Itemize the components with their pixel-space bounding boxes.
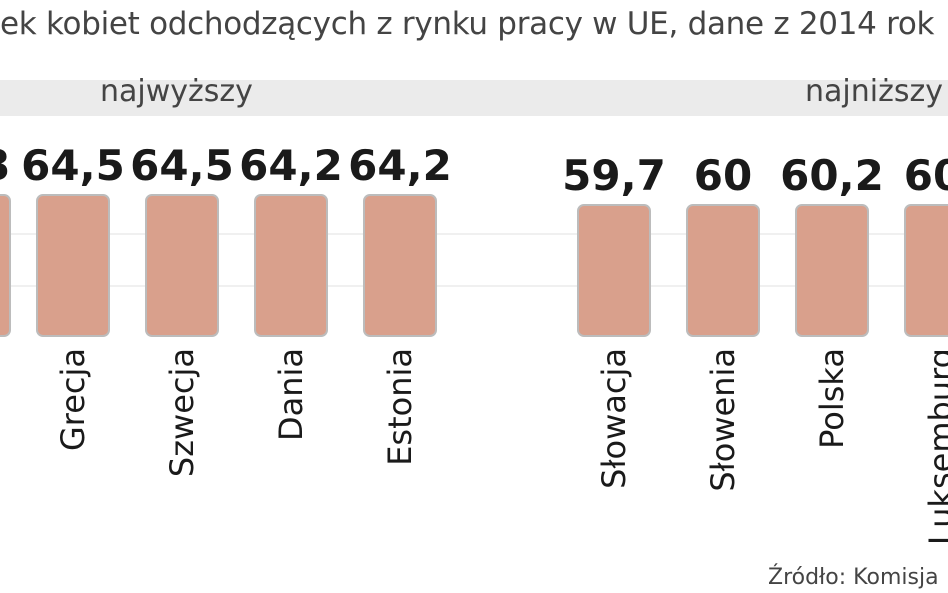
bar-słowenia — [686, 204, 760, 337]
source-note: Źródło: Komisja — [768, 565, 939, 590]
bar-estonia — [363, 194, 437, 337]
value-label-szwecja: 64,5 — [130, 141, 234, 190]
category-label-słowacja: Słowacja — [595, 348, 633, 489]
value-label-luksemburg: 60, — [904, 151, 948, 200]
category-label-dania: Dania — [272, 348, 310, 441]
bar-grecja — [36, 194, 110, 337]
value-label-słowenia: 60 — [694, 151, 752, 200]
category-label-szwecja: Szwecja — [163, 348, 201, 477]
value-label-partial-left: 3 — [0, 141, 11, 190]
group-label-highest: najwyższy — [100, 74, 253, 109]
category-label-polska: Polska — [813, 348, 851, 449]
category-label-luksemburg: Luksemburg — [922, 348, 948, 545]
value-label-dania: 64,2 — [239, 141, 343, 190]
bar-słowacja — [577, 204, 651, 337]
bar-szwecja — [145, 194, 219, 337]
bar-luksemburg — [904, 204, 948, 337]
category-label-grecja: Grecja — [54, 348, 92, 451]
value-label-słowacja: 59,7 — [562, 151, 666, 200]
value-label-polska: 60,2 — [780, 151, 884, 200]
category-label-słowenia: Słowenia — [704, 348, 742, 492]
value-label-estonia: 64,2 — [348, 141, 452, 190]
chart-title: ek kobiet odchodzących z rynku pracy w U… — [0, 6, 935, 42]
bar-polska — [795, 204, 869, 337]
bar-partial-left — [0, 194, 11, 337]
category-label-estonia: Estonia — [381, 348, 419, 466]
value-label-grecja: 64,5 — [21, 141, 125, 190]
group-header-band — [0, 80, 948, 116]
bar-dania — [254, 194, 328, 337]
group-label-lowest: najniższy — [805, 74, 943, 109]
